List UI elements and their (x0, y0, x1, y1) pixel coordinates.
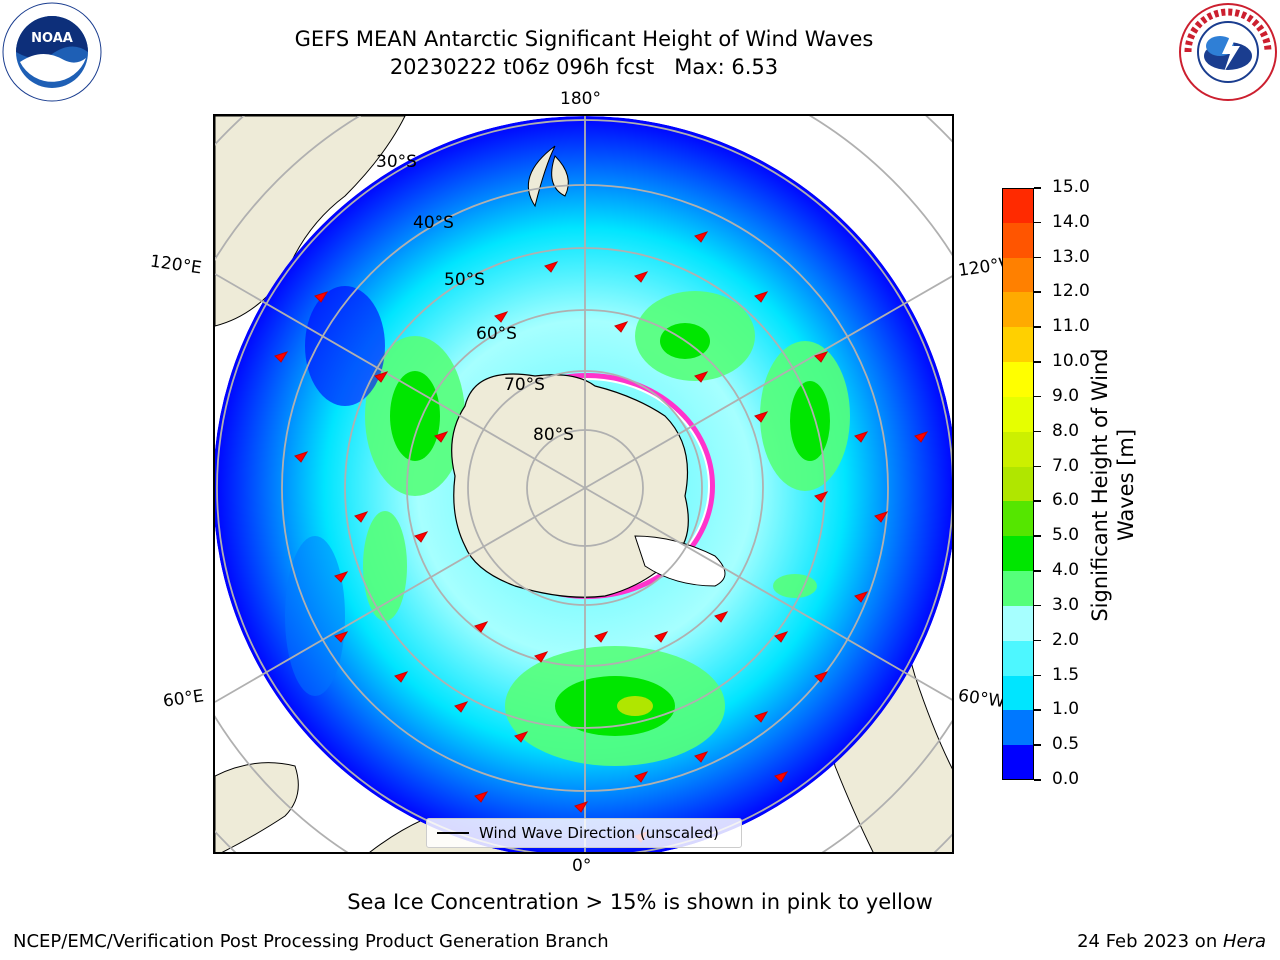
colorbar-tick-label: 1.5 (1052, 664, 1080, 685)
colorbar-tick-mark (1034, 256, 1041, 259)
lat-label-40s: 40°S (413, 213, 454, 233)
colorbar-tick-mark (1034, 500, 1041, 502)
colorbar-tick-label: 10.0 (1052, 351, 1090, 372)
colorbar-segment (1003, 189, 1033, 223)
colorbar-tick-label: 0.5 (1052, 734, 1080, 755)
colorbar-segment (1003, 291, 1033, 328)
colorbar-segment (1003, 535, 1033, 572)
colorbar-segment (1003, 257, 1033, 293)
colorbar-tick-label: 12.0 (1052, 281, 1090, 302)
lon-label-180: 180° (560, 89, 601, 109)
polar-map (215, 116, 952, 852)
footer-branch: NCEP/EMC/Verification Post Processing Pr… (13, 931, 609, 952)
colorbar-tick-mark (1034, 639, 1041, 642)
colorbar-segment (1003, 326, 1033, 363)
colorbar-tick-mark (1034, 744, 1041, 746)
colorbar-segment (1003, 222, 1033, 258)
colorbar-segment (1003, 500, 1033, 537)
colorbar-tick-mark (1034, 326, 1041, 328)
chart-title-line1: GEFS MEAN Antarctic Significant Height o… (294, 27, 874, 51)
colorbar-tick-mark (1034, 465, 1041, 468)
colorbar-segment (1003, 744, 1033, 779)
australia-landmass (215, 116, 406, 327)
lat-label-70s: 70°S (504, 375, 545, 395)
colorbar-tick-label: 11.0 (1052, 316, 1090, 337)
colorbar-tick-mark (1034, 535, 1041, 537)
africa-madagascar-landmass (215, 762, 299, 852)
lon-label-120e: 120°E (148, 251, 203, 279)
colorbar-tick-mark (1034, 291, 1041, 293)
colorbar-label: Significant Height of Wind Waves [m] (1088, 348, 1138, 622)
lon-label-60w: 60°W (956, 685, 1007, 713)
legend-line-swatch (437, 832, 469, 834)
colorbar-tick-mark (1034, 604, 1041, 607)
colorbar-tick-label: 1.0 (1052, 699, 1080, 720)
colorbar-tick-label: 13.0 (1052, 246, 1090, 267)
legend-label: Wind Wave Direction (unscaled) (479, 824, 719, 842)
colorbar-tick-mark (1034, 709, 1041, 711)
colorbar-segment (1003, 675, 1033, 711)
chart-title-line2: 20230222 t06z 096h fcst Max: 6.53 (389, 55, 779, 79)
colorbar-segment (1003, 640, 1033, 676)
new-zealand-landmass (527, 145, 556, 208)
noaa-logo-text: NOAA (31, 31, 73, 46)
colorbar-segment (1003, 396, 1033, 432)
colorbar-tick-label: 4.0 (1052, 560, 1080, 581)
map-legend: Wind Wave Direction (unscaled) (426, 818, 742, 848)
colorbar-tick-label: 3.0 (1052, 594, 1080, 615)
colorbar-tick-label: 15.0 (1052, 177, 1090, 197)
colorbar-segment (1003, 431, 1033, 467)
noaa-logo: NOAA (2, 2, 102, 102)
map-panel (213, 114, 954, 854)
lat-label-50s: 50°S (444, 270, 485, 290)
colorbar (1002, 188, 1034, 780)
colorbar-segment (1003, 361, 1033, 397)
lat-label-80s: 80°S (533, 425, 574, 445)
lat-label-30s: 30°S (376, 152, 417, 172)
colorbar-tick-label: 0.0 (1052, 769, 1080, 789)
colorbar-tick-mark (1034, 221, 1041, 224)
colorbar-tick-label: 5.0 (1052, 525, 1080, 546)
colorbar-tick-mark (1034, 361, 1041, 363)
colorbar-tick-label: 2.0 (1052, 629, 1080, 650)
colorbar-tick-mark (1034, 674, 1041, 677)
nws-logo (1178, 2, 1278, 102)
colorbar-tick-label: 7.0 (1052, 455, 1080, 476)
graticule (215, 116, 952, 852)
colorbar-segment (1003, 709, 1033, 746)
lon-label-60e: 60°E (161, 686, 206, 712)
colorbar-tick-label: 6.0 (1052, 490, 1080, 511)
colorbar-segment (1003, 570, 1033, 606)
colorbar-tick-mark (1034, 430, 1041, 433)
colorbar-tick-mark (1034, 779, 1041, 781)
lon-label-0: 0° (572, 856, 592, 876)
sea-ice-note: Sea Ice Concentration > 15% is shown in … (347, 890, 933, 914)
colorbar-tick-mark (1034, 570, 1041, 572)
colorbar-segment (1003, 605, 1033, 641)
colorbar-tick-mark (1034, 187, 1041, 189)
colorbar-tick-label: 9.0 (1052, 385, 1080, 406)
colorbar-segment (1003, 466, 1033, 502)
colorbar-tick-mark (1034, 395, 1041, 398)
footer-date: 24 Feb 2023 on Hera (1077, 931, 1266, 952)
colorbar-tick-label: 14.0 (1052, 211, 1090, 232)
lat-label-60s: 60°S (476, 324, 517, 344)
colorbar-tick-label: 8.0 (1052, 420, 1080, 441)
